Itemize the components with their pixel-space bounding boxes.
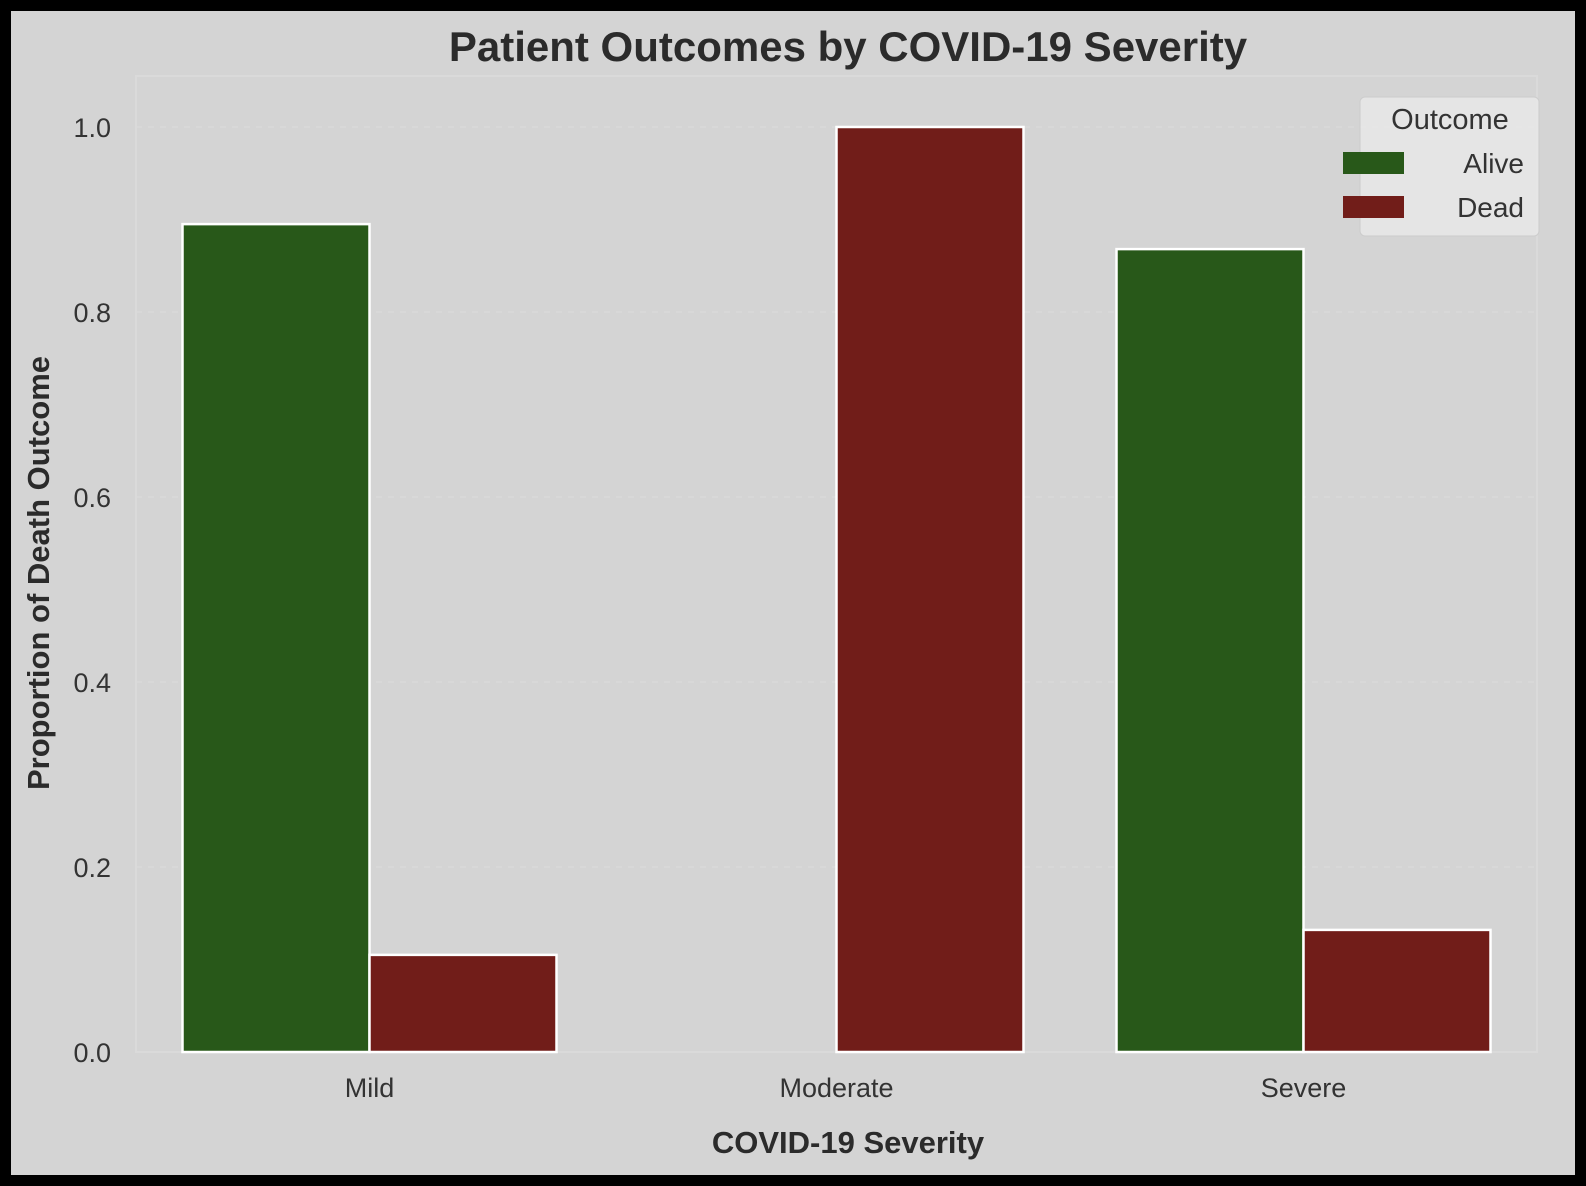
- y-tick-label: 0.4: [73, 668, 111, 698]
- bar-dead-moderate: [835, 125, 1025, 1054]
- y-tick-label: 0.0: [73, 1038, 111, 1068]
- y-tick-label: 0.6: [73, 483, 111, 513]
- x-tick-label: Moderate: [779, 1073, 893, 1103]
- legend-label-alive: Alive: [1463, 148, 1524, 179]
- bar-dead-mild: [368, 953, 558, 1054]
- legend-swatch-alive: [1343, 152, 1404, 174]
- legend-label-dead: Dead: [1457, 192, 1524, 223]
- bar-alive-severe: [1115, 247, 1305, 1054]
- bar-alive-mild: [181, 222, 371, 1054]
- y-axis-label: Proportion of Death Outcome: [21, 356, 56, 790]
- y-tick-labels: 0.0 0.2 0.4 0.6 0.8 1.0: [73, 113, 111, 1068]
- legend-title: Outcome: [1391, 104, 1509, 136]
- y-tick-label: 1.0: [73, 113, 111, 143]
- y-tick-label: 0.8: [73, 298, 111, 328]
- y-tick-label: 0.2: [73, 853, 111, 883]
- legend: Outcome Alive Dead: [1343, 96, 1540, 237]
- legend-swatch-dead: [1343, 196, 1404, 218]
- x-tick-label: Mild: [345, 1073, 395, 1103]
- bar-dead-severe: [1302, 928, 1492, 1054]
- x-tick-labels: Mild Moderate Severe: [345, 1073, 1347, 1103]
- bars: [181, 125, 1492, 1054]
- x-tick-label: Severe: [1261, 1073, 1347, 1103]
- x-axis-label: COVID-19 Severity: [712, 1125, 985, 1160]
- chart-title: Patient Outcomes by COVID-19 Severity: [449, 23, 1248, 70]
